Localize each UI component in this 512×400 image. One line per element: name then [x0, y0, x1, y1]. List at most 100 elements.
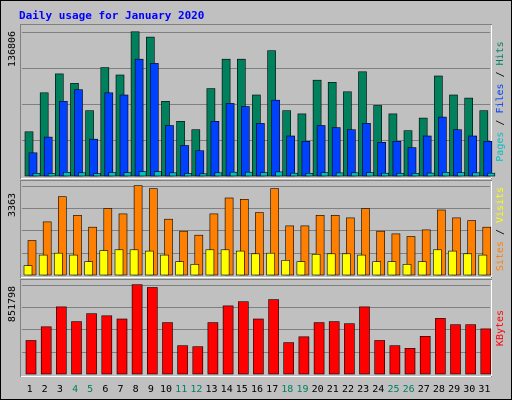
- bar-pages-20: Pages 20: 3100: [320, 172, 329, 177]
- bar-kbytes-1: KBytes 1: 320000: [25, 340, 37, 375]
- bar-sites-6: Sites 6: 920: [99, 250, 109, 276]
- bar-sites-17: Sites 17: 820: [266, 252, 275, 276]
- bar-kbytes-31: KBytes 31: 430000: [480, 328, 492, 375]
- bar-pages-6: Pages 6: 3300: [108, 172, 117, 177]
- chart-title: Daily usage for January 2020: [19, 9, 204, 22]
- bar-kbytes-10: KBytes 10: 490000: [162, 322, 173, 375]
- bar-sites-31: Sites 31: 750: [478, 254, 488, 276]
- legend-part: KBytes: [495, 310, 506, 346]
- bar-files-31: Files 31: 33000: [483, 141, 493, 177]
- series-kbytes: KBytes 1: 320000KBytes 2: 450000KBytes 3…: [25, 284, 492, 375]
- bar-sites-18: Sites 18: 550: [281, 260, 291, 276]
- bar-files-12: Files 12: 24000: [195, 150, 205, 177]
- legend-part: Hits: [495, 41, 506, 65]
- bar-kbytes-20: KBytes 20: 490000: [313, 322, 325, 375]
- bar-files-15: Files 15: 66000: [241, 106, 250, 177]
- bar-kbytes-28: KBytes 28: 530000: [435, 318, 446, 375]
- bar-kbytes-6: KBytes 6: 555000: [101, 315, 113, 375]
- bar-sites-20: Sites 20: 780: [311, 254, 321, 276]
- bar-sites-25: Sites 25: 500: [387, 261, 397, 276]
- bar-files-27: Files 27: 38000: [422, 135, 432, 177]
- bar-sites-1: Sites 1: 350: [23, 265, 33, 276]
- x-tick-label-8: 8: [133, 384, 139, 395]
- bar-kbytes-4: KBytes 4: 500000: [71, 321, 82, 375]
- bar-pages-26: Pages 26: 2500: [411, 173, 420, 177]
- bar-files-2: Files 2: 37000: [43, 136, 53, 177]
- bar-files-13: Files 13: 52000: [210, 121, 220, 177]
- bar-kbytes-8: KBytes 8: 851798: [131, 284, 143, 375]
- bar-files-6: Files 6: 79000: [104, 92, 114, 177]
- bar-pages-1: Pages 1: 2500: [32, 173, 41, 177]
- bar-pages-13: Pages 13: 3000: [214, 172, 223, 177]
- bar-files-20: Files 20: 48000: [316, 125, 326, 177]
- bar-kbytes-7: KBytes 7: 525000: [116, 318, 128, 375]
- series-visits: Visits 1: 1300Visits 2: 2000Visits 3: 29…: [27, 185, 492, 276]
- bar-kbytes-13: KBytes 13: 490000: [207, 322, 219, 375]
- x-tick-label-13: 13: [205, 384, 217, 395]
- bar-pages-16: Pages 16: 3100: [260, 172, 268, 177]
- bar-kbytes-25: KBytes 25: 270000: [389, 345, 401, 375]
- bar-sites-21: Sites 21: 800: [326, 253, 336, 276]
- bar-kbytes-26: KBytes 26: 245000: [404, 347, 416, 375]
- x-tick-label-29: 29: [448, 384, 460, 395]
- bar-files-5: Files 5: 35000: [89, 138, 98, 177]
- x-tick-label-11: 11: [175, 384, 187, 395]
- bar-pages-19: Pages 19: 2600: [305, 173, 314, 177]
- legend-part: Files: [495, 83, 506, 113]
- bar-kbytes-2: KBytes 2: 450000: [40, 326, 52, 375]
- x-tick-label-28: 28: [433, 384, 445, 395]
- legend-part: /: [495, 114, 506, 132]
- bar-files-10: Files 10: 48000: [165, 125, 174, 177]
- x-tick-label-7: 7: [117, 384, 123, 395]
- bar-sites-26: Sites 26: 400: [402, 264, 412, 276]
- bar-kbytes-12: KBytes 12: 260000: [192, 346, 204, 375]
- bar-sites-10: Sites 10: 750: [160, 254, 169, 276]
- bar-files-22: Files 22: 44000: [347, 129, 356, 177]
- x-tick-label-10: 10: [160, 384, 172, 395]
- x-tick-label-22: 22: [342, 384, 354, 395]
- bar-sites-8: Sites 8: 950: [129, 249, 139, 276]
- y-max-label: 136806: [7, 31, 18, 67]
- x-tick-label-26: 26: [403, 384, 415, 395]
- y-max-label: 3363: [7, 193, 18, 217]
- bar-sites-22: Sites 22: 800: [342, 253, 351, 276]
- bar-pages-3: Pages 3: 3500: [62, 172, 71, 177]
- bar-kbytes-27: KBytes 27: 360000: [419, 335, 431, 375]
- bar-kbytes-3: KBytes 3: 640000: [55, 306, 67, 375]
- bar-kbytes-21: KBytes 21: 500000: [328, 321, 340, 375]
- bar-pages-30: Pages 30: 3000: [472, 172, 481, 177]
- panel-legend-label: KBytes: [495, 310, 506, 346]
- bar-files-29: Files 29: 44000: [453, 129, 462, 177]
- panel-legend-label: Sites / Visits: [495, 187, 506, 271]
- bar-pages-23: Pages 23: 3200: [366, 172, 374, 177]
- bar-sites-14: Sites 14: 950: [220, 249, 230, 276]
- bar-files-24: Files 24: 32000: [377, 142, 387, 177]
- x-tick-label-18: 18: [281, 384, 293, 395]
- bar-sites-28: Sites 28: 950: [433, 249, 442, 276]
- bar-pages-24: Pages 24: 2700: [381, 172, 390, 177]
- bar-files-7: Files 7: 77000: [119, 94, 129, 177]
- bar-pages-18: Pages 18: 2700: [290, 172, 299, 177]
- x-tick-label-12: 12: [190, 384, 202, 395]
- bar-pages-15: Pages 15: 3600: [245, 171, 253, 177]
- bar-kbytes-23: KBytes 23: 640000: [359, 306, 370, 375]
- bar-files-11: Files 11: 29000: [180, 145, 189, 177]
- x-tick-label-14: 14: [221, 384, 233, 395]
- x-tick-label-5: 5: [87, 384, 93, 395]
- bar-kbytes-15: KBytes 15: 690000: [238, 301, 249, 375]
- x-tick-label-31: 31: [478, 384, 490, 395]
- x-tick-label-3: 3: [57, 384, 63, 395]
- bar-sites-4: Sites 4: 750: [69, 254, 78, 276]
- bar-pages-25: Pages 25: 2600: [396, 173, 405, 177]
- bar-sites-15: Sites 15: 900: [236, 250, 245, 276]
- bar-pages-14: Pages 14: 3600: [229, 171, 238, 177]
- bar-sites-7: Sites 7: 950: [114, 249, 124, 276]
- bar-files-1: Files 1: 22000: [28, 152, 38, 177]
- bar-kbytes-19: KBytes 19: 355000: [298, 336, 310, 375]
- x-tick-label-19: 19: [296, 384, 308, 395]
- bar-kbytes-16: KBytes 16: 525000: [253, 318, 264, 375]
- bar-kbytes-24: KBytes 24: 320000: [374, 340, 386, 375]
- bar-pages-7: Pages 7: 3100: [123, 172, 132, 177]
- bar-files-8: Files 8: 111000: [134, 58, 144, 177]
